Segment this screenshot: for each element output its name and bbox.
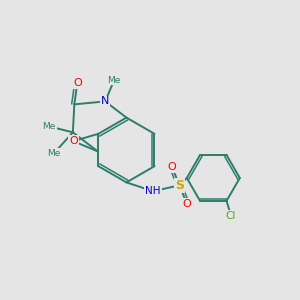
Text: N: N: [101, 96, 110, 106]
Text: O: O: [182, 199, 191, 208]
Text: S: S: [175, 179, 184, 192]
Text: Cl: Cl: [226, 211, 236, 220]
Text: NH: NH: [145, 186, 161, 196]
Text: O: O: [69, 136, 78, 146]
Text: O: O: [168, 162, 176, 172]
Text: O: O: [73, 78, 82, 88]
Text: Me: Me: [47, 149, 60, 158]
Text: Me: Me: [43, 122, 56, 131]
Text: Me: Me: [107, 76, 121, 85]
